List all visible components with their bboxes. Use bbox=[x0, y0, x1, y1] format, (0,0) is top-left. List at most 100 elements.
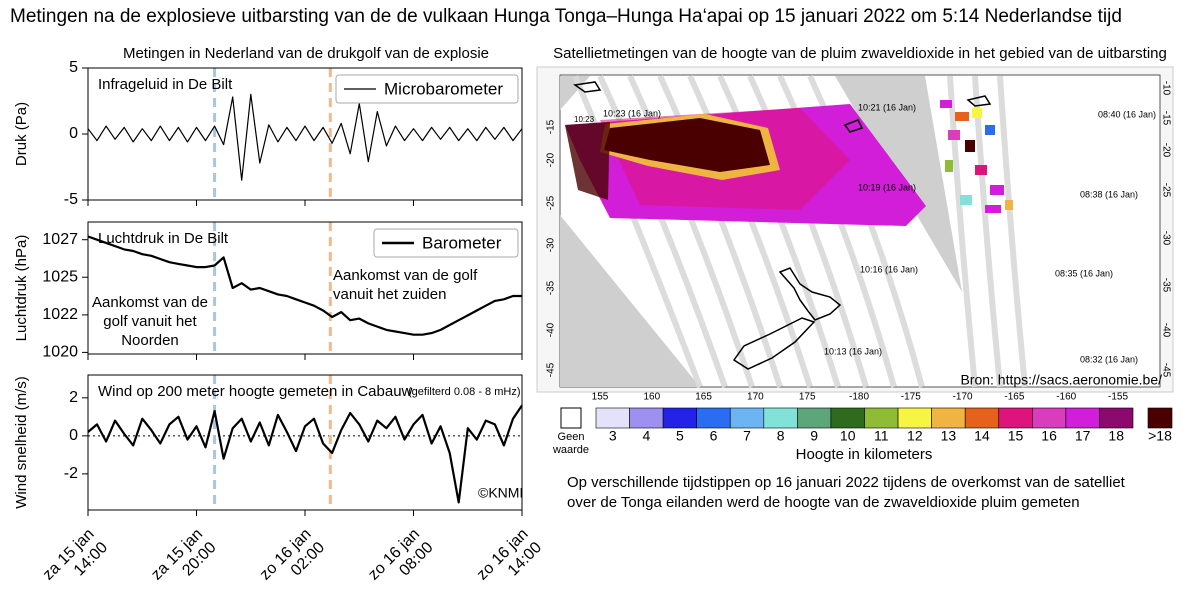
text-line: Aankomst van de bbox=[92, 294, 208, 311]
colorbar-label: 8 bbox=[777, 428, 785, 444]
colorbar-label: 15 bbox=[1008, 428, 1024, 444]
text-line: waarde bbox=[552, 444, 589, 456]
colorbar-box bbox=[696, 407, 731, 429]
colorbar-label: 4 bbox=[642, 428, 650, 444]
colorbar-label: 6 bbox=[710, 428, 718, 444]
colorbar-label: 7 bbox=[743, 428, 751, 444]
overpass-time: 10:23 bbox=[574, 115, 595, 124]
lat-label: -10 bbox=[1160, 81, 1171, 96]
lon-label: 165 bbox=[695, 392, 712, 403]
text-line: over de Tonga eilanden werd de hoogte va… bbox=[567, 494, 1080, 511]
overpass-time: 08:32 (16 Jan) bbox=[1080, 354, 1138, 364]
legend-label: Barometer bbox=[422, 233, 502, 252]
colorbar-no-value-label: Geen waarde bbox=[552, 431, 589, 456]
colorbar-box bbox=[729, 407, 765, 429]
lon-label: -155 bbox=[1108, 392, 1128, 403]
legend-label: Microbarometer bbox=[384, 79, 503, 98]
colorbar-top-box bbox=[1147, 407, 1173, 429]
overpass-time: 10:16 (16 Jan) bbox=[860, 264, 918, 274]
colorbar-no-value bbox=[560, 407, 582, 429]
text-line: Noorden bbox=[121, 332, 179, 349]
y-tick-label: -2 bbox=[64, 465, 78, 482]
overpass-time: 10:21 (16 Jan) bbox=[858, 102, 916, 112]
plot-frame bbox=[87, 67, 523, 201]
lat-label: -20 bbox=[1160, 143, 1171, 158]
data-line bbox=[87, 235, 522, 336]
lat-label: -25 bbox=[546, 195, 557, 210]
lat-label: -40 bbox=[1160, 323, 1171, 338]
colorbar-top-label: >18 bbox=[1148, 428, 1172, 444]
lon-label: 175 bbox=[799, 392, 816, 403]
y-tick-label: 1022 bbox=[42, 306, 78, 323]
lat-label: -45 bbox=[546, 362, 557, 377]
colorbar-label: 14 bbox=[974, 428, 990, 444]
y-tick-label: -5 bbox=[64, 191, 78, 208]
lat-label: -35 bbox=[1160, 278, 1171, 293]
y-tick-label: 1027 bbox=[42, 231, 78, 248]
lon-label: -165 bbox=[1004, 392, 1024, 403]
panel-title: Wind op 200 meter hoogte gemeten in Caba… bbox=[98, 383, 413, 400]
overpass-time: 08:40 (16 Jan) bbox=[1098, 109, 1156, 119]
colorbar-box bbox=[797, 407, 832, 429]
y-tick-label: 1025 bbox=[42, 268, 78, 285]
colorbar-box bbox=[931, 407, 966, 429]
colorbar-label: 17 bbox=[1075, 428, 1091, 444]
x-tick-label: zo 16 jan14:00 bbox=[474, 526, 545, 590]
colorbar-label: 11 bbox=[874, 428, 889, 444]
lon-label: 155 bbox=[592, 392, 609, 403]
colorbar-title: Hoogte in kilometers bbox=[796, 446, 933, 463]
colorbar-box bbox=[1099, 407, 1134, 429]
data-line bbox=[87, 404, 523, 504]
overpass-time: 10:23 (16 Jan) bbox=[603, 108, 661, 118]
lat-label: -15 bbox=[1160, 111, 1171, 126]
column-title: Metingen in Nederland van de drukgolf va… bbox=[123, 45, 489, 62]
lon-label: -160 bbox=[1056, 392, 1076, 403]
colorbar-label: 18 bbox=[1108, 428, 1124, 444]
y-tick-label: 0 bbox=[69, 125, 78, 142]
text-line: golf vanuit het bbox=[103, 313, 197, 330]
colorbar-box bbox=[763, 407, 798, 429]
panel-title: Luchtdruk in De Bilt bbox=[98, 230, 229, 247]
colorbar-box bbox=[1032, 407, 1067, 429]
colorbar-box bbox=[629, 407, 664, 429]
lat-label: -25 bbox=[1160, 183, 1171, 198]
lat-label: -20 bbox=[546, 152, 557, 167]
colorbar-box bbox=[595, 407, 630, 429]
data-line bbox=[87, 93, 523, 181]
overpass-time: 08:38 (16 Jan) bbox=[1080, 189, 1138, 199]
map-title: Satellietmetingen van de hoogte van de p… bbox=[553, 45, 1167, 62]
x-tick-label: zo 16 jan08:00 bbox=[365, 526, 436, 590]
lat-label: -30 bbox=[1160, 231, 1171, 246]
colorbar-box bbox=[662, 407, 697, 429]
y-axis-label: Wind snelheid (m/s) bbox=[13, 376, 30, 509]
overpass-time: 10:13 (16 Jan) bbox=[824, 346, 882, 356]
colorbar-label: 12 bbox=[907, 428, 923, 444]
lat-label: -45 bbox=[1160, 363, 1171, 378]
colorbar-label: 10 bbox=[840, 428, 856, 444]
annotation: Aankomst van de golf vanuit het Noorden bbox=[92, 294, 208, 349]
colorbar-box bbox=[998, 407, 1033, 429]
y-axis-label: Luchtdruk (hPa) bbox=[13, 235, 30, 342]
colorbar-box bbox=[830, 407, 865, 429]
lat-label: -35 bbox=[546, 280, 557, 295]
y-tick-label: 2 bbox=[69, 389, 78, 406]
annotation: Aankomst van de golf vanuit het zuiden bbox=[333, 267, 478, 303]
lon-label: -180 bbox=[849, 392, 869, 403]
overpass-time: 08:35 (16 Jan) bbox=[1055, 268, 1113, 278]
lon-label: -170 bbox=[953, 392, 973, 403]
text-line: vanuit het zuiden bbox=[333, 286, 446, 303]
lon-label: -175 bbox=[901, 392, 921, 403]
colorbar-label: 5 bbox=[676, 428, 684, 444]
colorbar-box bbox=[897, 407, 932, 429]
panel-subtitle: (gefilterd 0.08 - 8 mHz) bbox=[408, 386, 520, 398]
caption: Op verschillende tijdstippen op 16 janua… bbox=[567, 474, 1126, 511]
coastlines bbox=[573, 81, 992, 370]
legend-box bbox=[335, 74, 519, 104]
colorbar-label: 16 bbox=[1041, 428, 1057, 444]
so2-plume bbox=[565, 100, 1013, 226]
y-tick-label: 0 bbox=[69, 427, 78, 444]
figure-title: Metingen na de explosieve uitbarsting va… bbox=[10, 6, 1122, 27]
colorbar-label: 9 bbox=[810, 428, 818, 444]
text-line: Aankomst van de golf bbox=[333, 267, 478, 284]
